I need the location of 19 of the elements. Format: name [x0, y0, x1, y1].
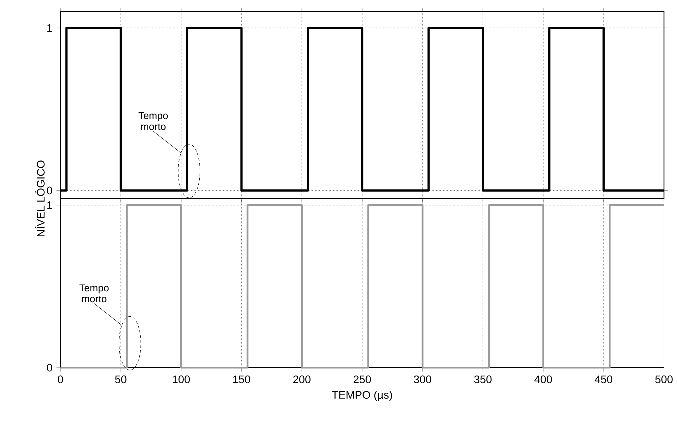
x-axis-title: TEMPO (µs): [332, 391, 392, 402]
x-tick-label: 250: [354, 376, 372, 384]
x-tick-label: 50: [115, 376, 127, 384]
x-tick-label: 100: [173, 376, 190, 384]
x-tick-label: 150: [233, 376, 250, 384]
y-tick-label: 0: [47, 364, 52, 372]
x-tick-label: 450: [595, 376, 613, 384]
annotation: Tempo morto: [80, 284, 109, 303]
y-axis-title: NÍVEL LÓGICO: [35, 161, 45, 237]
y-tick-label: 0: [47, 187, 52, 195]
x-tick-label: 0: [58, 376, 64, 384]
x-tick-label: 500: [656, 376, 673, 384]
x-tick-label: 200: [294, 376, 311, 384]
x-tick-label: 400: [534, 376, 552, 384]
y-tick-label: 1: [48, 24, 52, 32]
annotation: Tempo morto: [138, 112, 168, 130]
x-tick-label: 300: [414, 376, 432, 384]
y-tick-label: 1: [48, 202, 52, 210]
x-tick-label: 350: [474, 376, 492, 384]
